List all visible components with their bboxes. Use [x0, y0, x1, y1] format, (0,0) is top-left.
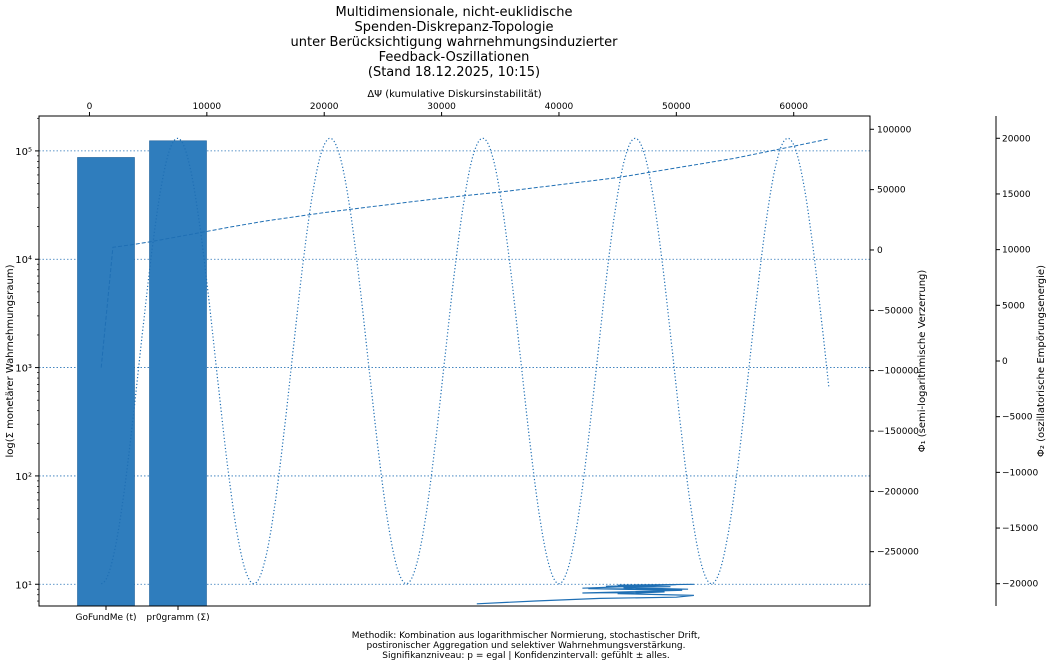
r2-tick-label: 0: [1002, 357, 1008, 367]
top-axis-label: ΔΨ (kumulative Diskursinstabilität): [367, 89, 541, 100]
y-tick-label: 10¹: [15, 580, 32, 591]
plot-frame: [38, 115, 871, 607]
chart-footer: Methodik: Kombination aus logarithmische…: [352, 631, 700, 661]
y-axis-label: log(Σ monetärer Wahrnehmungsraum): [5, 264, 16, 457]
title-line: unter Berücksichtigung wahrnehmungsinduz…: [291, 35, 619, 50]
top-tick-label: 20000: [310, 102, 339, 112]
top-tick-label: 60000: [779, 102, 808, 112]
bars: [77, 140, 207, 607]
r1-tick-label: −50000: [877, 306, 913, 316]
top-tick-label: 10000: [193, 102, 222, 112]
bar: [149, 140, 207, 607]
footer-line: postironischer Aggregation und selektive…: [367, 641, 686, 651]
y-tick-label: 10⁵: [15, 147, 32, 158]
series-lines: [100, 137, 830, 605]
r2-tick-label: −20000: [1002, 580, 1038, 590]
r1-tick-label: −100000: [877, 367, 919, 377]
footer-line: Methodik: Kombination aus logarithmische…: [352, 631, 700, 641]
right-axis-2: 20000 15000 10000 5000 0 −5000 −10000 −15000 −20…: [995, 116, 1047, 606]
r2-tick-label: 20000: [1002, 134, 1031, 144]
r2-tick-label: −15000: [1002, 524, 1038, 534]
y-tick-label: 10³: [15, 364, 32, 375]
title-line: Multidimensionale, nicht-euklidische: [336, 5, 573, 20]
r2-tick-label: 5000: [1002, 301, 1025, 311]
r2-tick-label: −10000: [1002, 468, 1038, 478]
left-axis: 10¹ 10² 10³ 10⁴ 10⁵ log(Σ monetärer Wahrnehmu…: [5, 117, 39, 602]
category-label: pr0gramm (Σ): [146, 613, 209, 623]
r2-tick-label: −5000: [1002, 413, 1033, 423]
right-axis-1: 100000 50000 0 −50000 −100000 −150000 −200000 −…: [870, 125, 928, 558]
title-line: (Stand 18.12.2025, 10:15): [368, 65, 540, 80]
top-tick-label: 40000: [545, 102, 574, 112]
series-solid-drift: [476, 583, 694, 605]
footer-line: Signifikanzniveau: p = egal | Konfidenzi…: [382, 651, 669, 661]
chart-title: Multidimensionale, nicht-euklidischeSpen…: [291, 5, 619, 80]
top-tick-label: 30000: [427, 102, 456, 112]
y-tick-label: 10⁴: [15, 255, 32, 266]
top-axis: 0 10000 20000 30000 40000 50000 60000 ΔΨ (kumul…: [87, 89, 808, 116]
plot-border: [38, 115, 871, 607]
category-label: GoFundMe (t): [75, 613, 136, 623]
title-line: Feedback-Oszillationen: [379, 50, 530, 65]
r1-tick-label: −150000: [877, 427, 919, 437]
top-tick-label: 50000: [662, 102, 691, 112]
r1-axis-label: Φ₁ (semi-logarithmische Verzerrung): [917, 270, 928, 453]
category-axis: GoFundMe (t) pr0gramm (Σ): [75, 606, 210, 623]
y-tick-label: 10²: [15, 472, 32, 483]
r2-axis-label: Φ₂ (oszillatorische Empörungsenergie): [1036, 265, 1047, 457]
r1-tick-label: −250000: [877, 548, 919, 558]
r2-tick-label: 10000: [1002, 246, 1031, 256]
series-dotted-oscillation: [101, 137, 830, 585]
top-tick-label: 0: [87, 102, 93, 112]
bar: [77, 157, 135, 607]
r1-tick-label: 0: [877, 246, 883, 256]
r1-tick-label: 100000: [877, 125, 912, 135]
r1-tick-label: 50000: [877, 186, 906, 196]
r2-tick-label: 15000: [1002, 190, 1031, 200]
series-dashed-line: [100, 138, 830, 368]
title-line: Spenden-Diskrepanz-Topologie: [355, 20, 554, 35]
r1-tick-label: −200000: [877, 487, 919, 497]
